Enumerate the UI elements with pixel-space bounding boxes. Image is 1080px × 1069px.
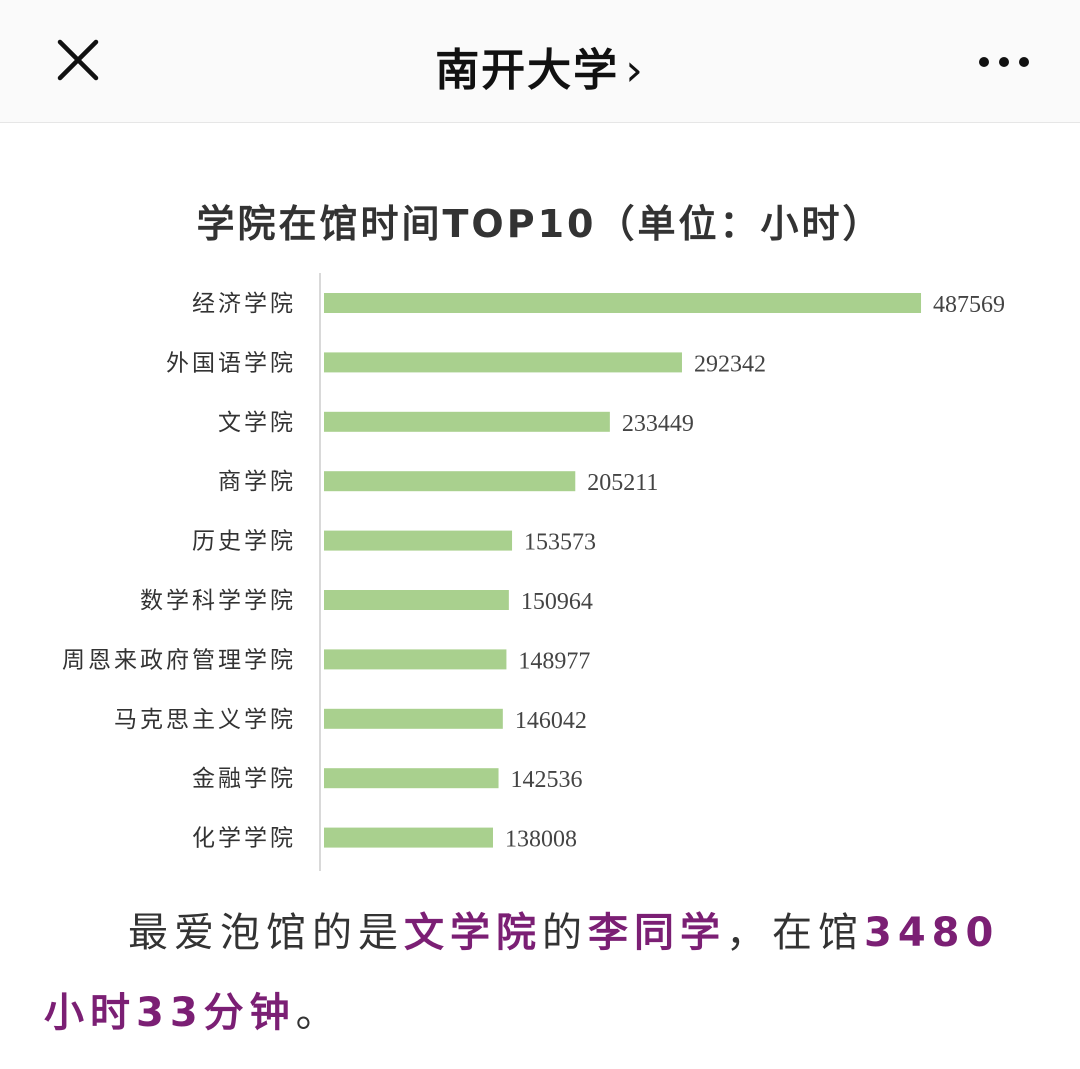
value-label: 142536 <box>511 767 583 793</box>
nav-title: 南开大学 › <box>0 34 1080 98</box>
category-label: 数学科学学院 <box>140 588 296 614</box>
account-name-link[interactable]: 南开大学 › <box>435 45 645 96</box>
more-icon <box>979 57 1029 67</box>
bar <box>324 827 493 848</box>
category-label: 马克思主义学院 <box>114 707 296 733</box>
bar <box>324 352 682 373</box>
caption-line-1: 最爱泡馆的是文学院的李同学，在馆3480 <box>128 893 999 973</box>
value-label: 146042 <box>515 708 587 734</box>
value-label: 487569 <box>933 292 1005 318</box>
category-label: 化学学院 <box>192 826 296 852</box>
close-icon <box>57 39 99 81</box>
bar <box>324 530 513 551</box>
caption-college: 文学院 <box>404 910 542 956</box>
chevron-right-icon: › <box>625 45 645 96</box>
caption-hours: 3480 <box>864 910 1000 956</box>
value-label: 150964 <box>521 589 593 615</box>
caption-minutes-unit: 分钟 <box>203 990 296 1036</box>
caption-part2: 的 <box>542 910 588 956</box>
caption-end: 。 <box>295 990 342 1036</box>
value-label: 292342 <box>694 351 766 377</box>
bar <box>324 708 503 729</box>
more-button[interactable] <box>972 44 1036 80</box>
category-label: 商学院 <box>218 469 296 495</box>
category-label: 经济学院 <box>192 291 296 317</box>
bar <box>324 411 610 432</box>
college-hours-chart: 学院在馆时间TOP10（单位：小时） 经济学院 487569 外国语学院 292342… <box>0 123 1080 883</box>
category-label: 金融学院 <box>192 766 296 792</box>
caption-student: 李同学 <box>588 910 726 956</box>
category-label: 历史学院 <box>192 529 296 555</box>
value-label: 138008 <box>505 827 577 853</box>
close-button[interactable] <box>50 32 106 88</box>
caption-part1: 最爱泡馆的是 <box>128 910 404 956</box>
chart-title: 学院在馆时间TOP10（单位：小时） <box>196 202 884 246</box>
top-nav-bar: 南开大学 › <box>0 0 1080 123</box>
caption-minutes: 33 <box>136 990 204 1036</box>
bar <box>324 649 507 670</box>
category-label: 外国语学院 <box>166 350 296 376</box>
value-label: 148977 <box>518 648 590 674</box>
bar <box>324 471 576 492</box>
value-label: 153573 <box>524 530 596 556</box>
caption-line-2: 小时33分钟。 <box>44 973 342 1053</box>
bar <box>324 768 499 789</box>
category-label: 周恩来政府管理学院 <box>62 647 296 673</box>
bar-chart-svg: 经济学院 487569 外国语学院 292342 文学院 233449 商学院 205211 历… <box>62 273 1005 871</box>
category-label: 文学院 <box>218 410 296 436</box>
caption-hours-unit: 小时 <box>44 990 136 1036</box>
bar <box>324 590 509 610</box>
bar <box>324 293 922 313</box>
value-label: 205211 <box>587 470 658 496</box>
value-label: 233449 <box>622 411 694 437</box>
account-name: 南开大学 <box>435 45 620 96</box>
caption-part3: ，在馆 <box>726 910 864 956</box>
article-content: 学院在馆时间TOP10（单位：小时） 经济学院 487569 外国语学院 292342… <box>0 123 1080 1069</box>
